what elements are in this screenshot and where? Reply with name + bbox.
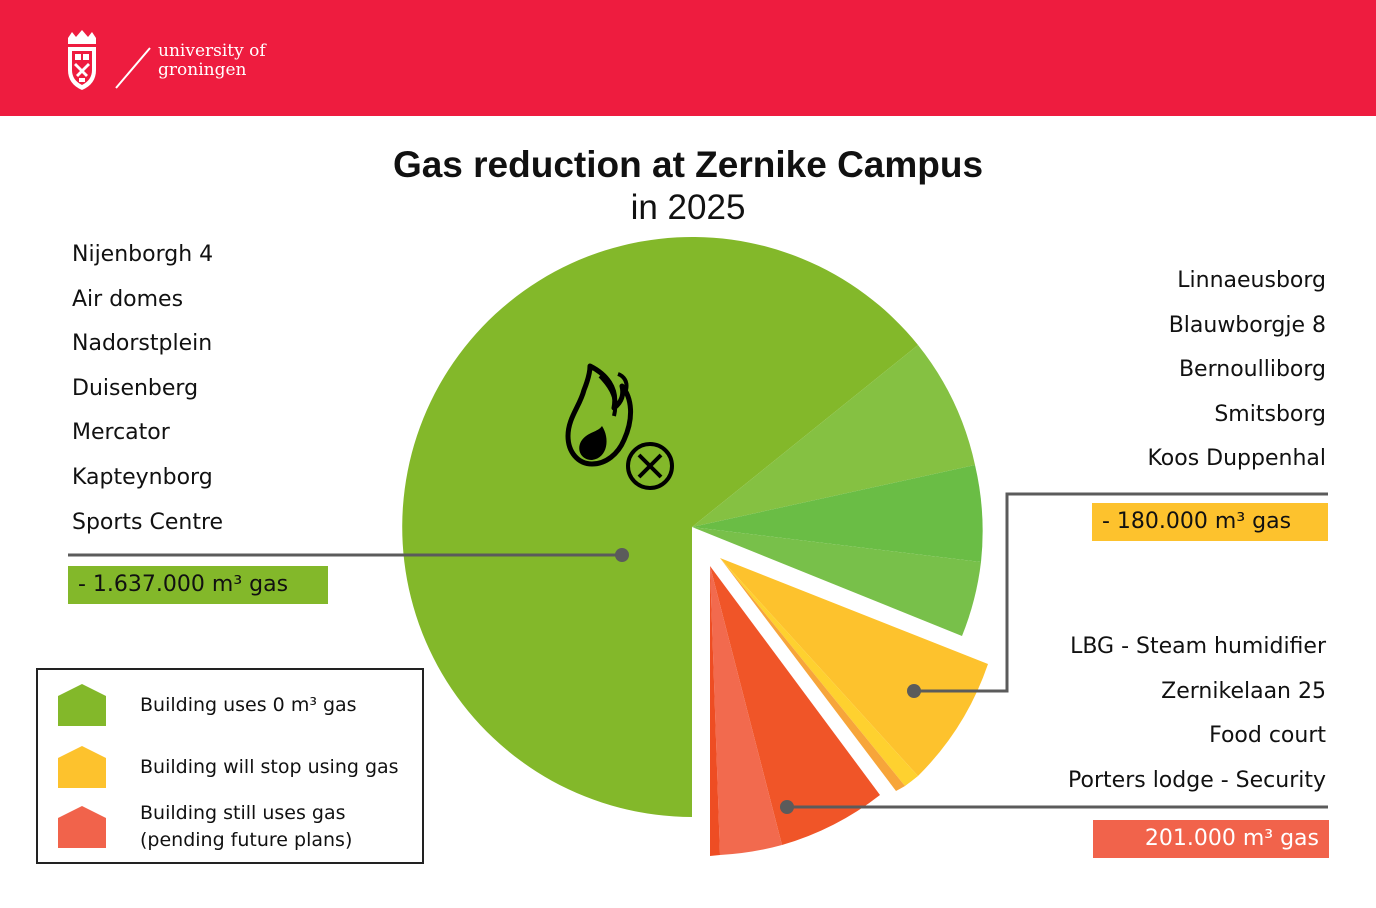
university-name: university of groningen — [158, 42, 266, 80]
legend-label: Building still uses gas (pending future … — [140, 800, 352, 854]
zero-gas-amount-badge: - 1.637.000 m³ gas — [68, 566, 328, 604]
pie-slice-still-uses-3[interactable] — [710, 566, 720, 856]
pie-slice-will-stop-1[interactable] — [720, 558, 988, 776]
chart-subtitle: in 2025 — [630, 188, 746, 227]
building-label: Smitsborg — [1214, 401, 1326, 427]
will-stop-building-list: Linnaeusborg Blauwborgje 8 Bernoulliborg… — [1147, 259, 1326, 482]
building-label: Kapteynborg — [72, 464, 213, 490]
building-label: Duisenberg — [72, 375, 199, 401]
house-icon-red — [58, 806, 106, 848]
legend-label: Building will stop using gas — [140, 755, 399, 778]
still-uses-amount-badge: 201.000 m³ gas — [1093, 820, 1329, 858]
pie-slice-will-stop-2[interactable] — [720, 558, 918, 786]
building-label: Nadorstplein — [72, 331, 213, 357]
leader-line-will-stop — [907, 492, 1328, 698]
pie-slice-zero-gas-main[interactable] — [402, 237, 919, 817]
university-crest-logo[interactable] — [64, 30, 294, 94]
chart-legend: Building uses 0 m³ gas Building will sto… — [36, 668, 424, 864]
building-label: Koos Duppenhal — [1147, 446, 1326, 472]
building-label: Zernikelaan 25 — [1161, 678, 1326, 704]
building-label: Mercator — [72, 420, 170, 446]
will-stop-amount-badge: - 180.000 m³ gas — [1092, 503, 1328, 541]
header-banner: university of groningen — [0, 0, 1376, 116]
house-icon-yellow — [58, 746, 106, 788]
university-name-line1: university of — [158, 41, 266, 61]
chart-title: Gas reduction at Zernike Campus — [392, 144, 984, 185]
pie-slice-still-uses-2[interactable] — [710, 566, 782, 855]
legend-label-line1: Building still uses gas — [140, 802, 346, 824]
legend-label-line2: (pending future plans) — [140, 829, 353, 851]
building-label: Bernoulliborg — [1178, 357, 1326, 383]
university-name-line2: groningen — [158, 60, 247, 80]
building-label: Porters lodge - Security — [1068, 767, 1326, 793]
building-label: Air domes — [72, 286, 184, 312]
building-label: Linnaeusborg — [1177, 268, 1326, 293]
building-label: Food court — [1209, 723, 1326, 749]
no-gas-flame-icon — [565, 363, 674, 490]
building-label: Nijenborgh 4 — [72, 242, 214, 267]
legend-item-still-uses: Building still uses gas (pending future … — [58, 800, 352, 854]
zero-gas-building-list: Nijenborgh 4 Air domes Nadorstplein Duis… — [72, 233, 223, 545]
building-label: LBG - Steam humidifier — [1070, 634, 1326, 659]
legend-label: Building uses 0 m³ gas — [140, 693, 357, 716]
pie-slice-will-stop-3[interactable] — [720, 558, 905, 791]
still-uses-building-list: LBG - Steam humidifier Zernikelaan 25 Fo… — [1068, 625, 1326, 803]
building-label: Sports Centre — [72, 509, 224, 535]
legend-item-will-stop: Building will stop using gas — [58, 746, 399, 788]
legend-item-zero-gas: Building uses 0 m³ gas — [58, 684, 357, 726]
pie-slice-zero-gas-2[interactable] — [692, 345, 975, 527]
pie-slice-still-uses-1[interactable] — [710, 566, 880, 845]
leader-line-still-uses — [780, 800, 1328, 814]
leader-line-zero-gas — [68, 548, 629, 562]
pie-slice-zero-gas-4[interactable] — [692, 527, 981, 636]
pie-slice-zero-gas-3[interactable] — [692, 465, 983, 562]
house-icon-green — [58, 684, 106, 726]
building-label: Blauwborgje 8 — [1168, 312, 1326, 338]
